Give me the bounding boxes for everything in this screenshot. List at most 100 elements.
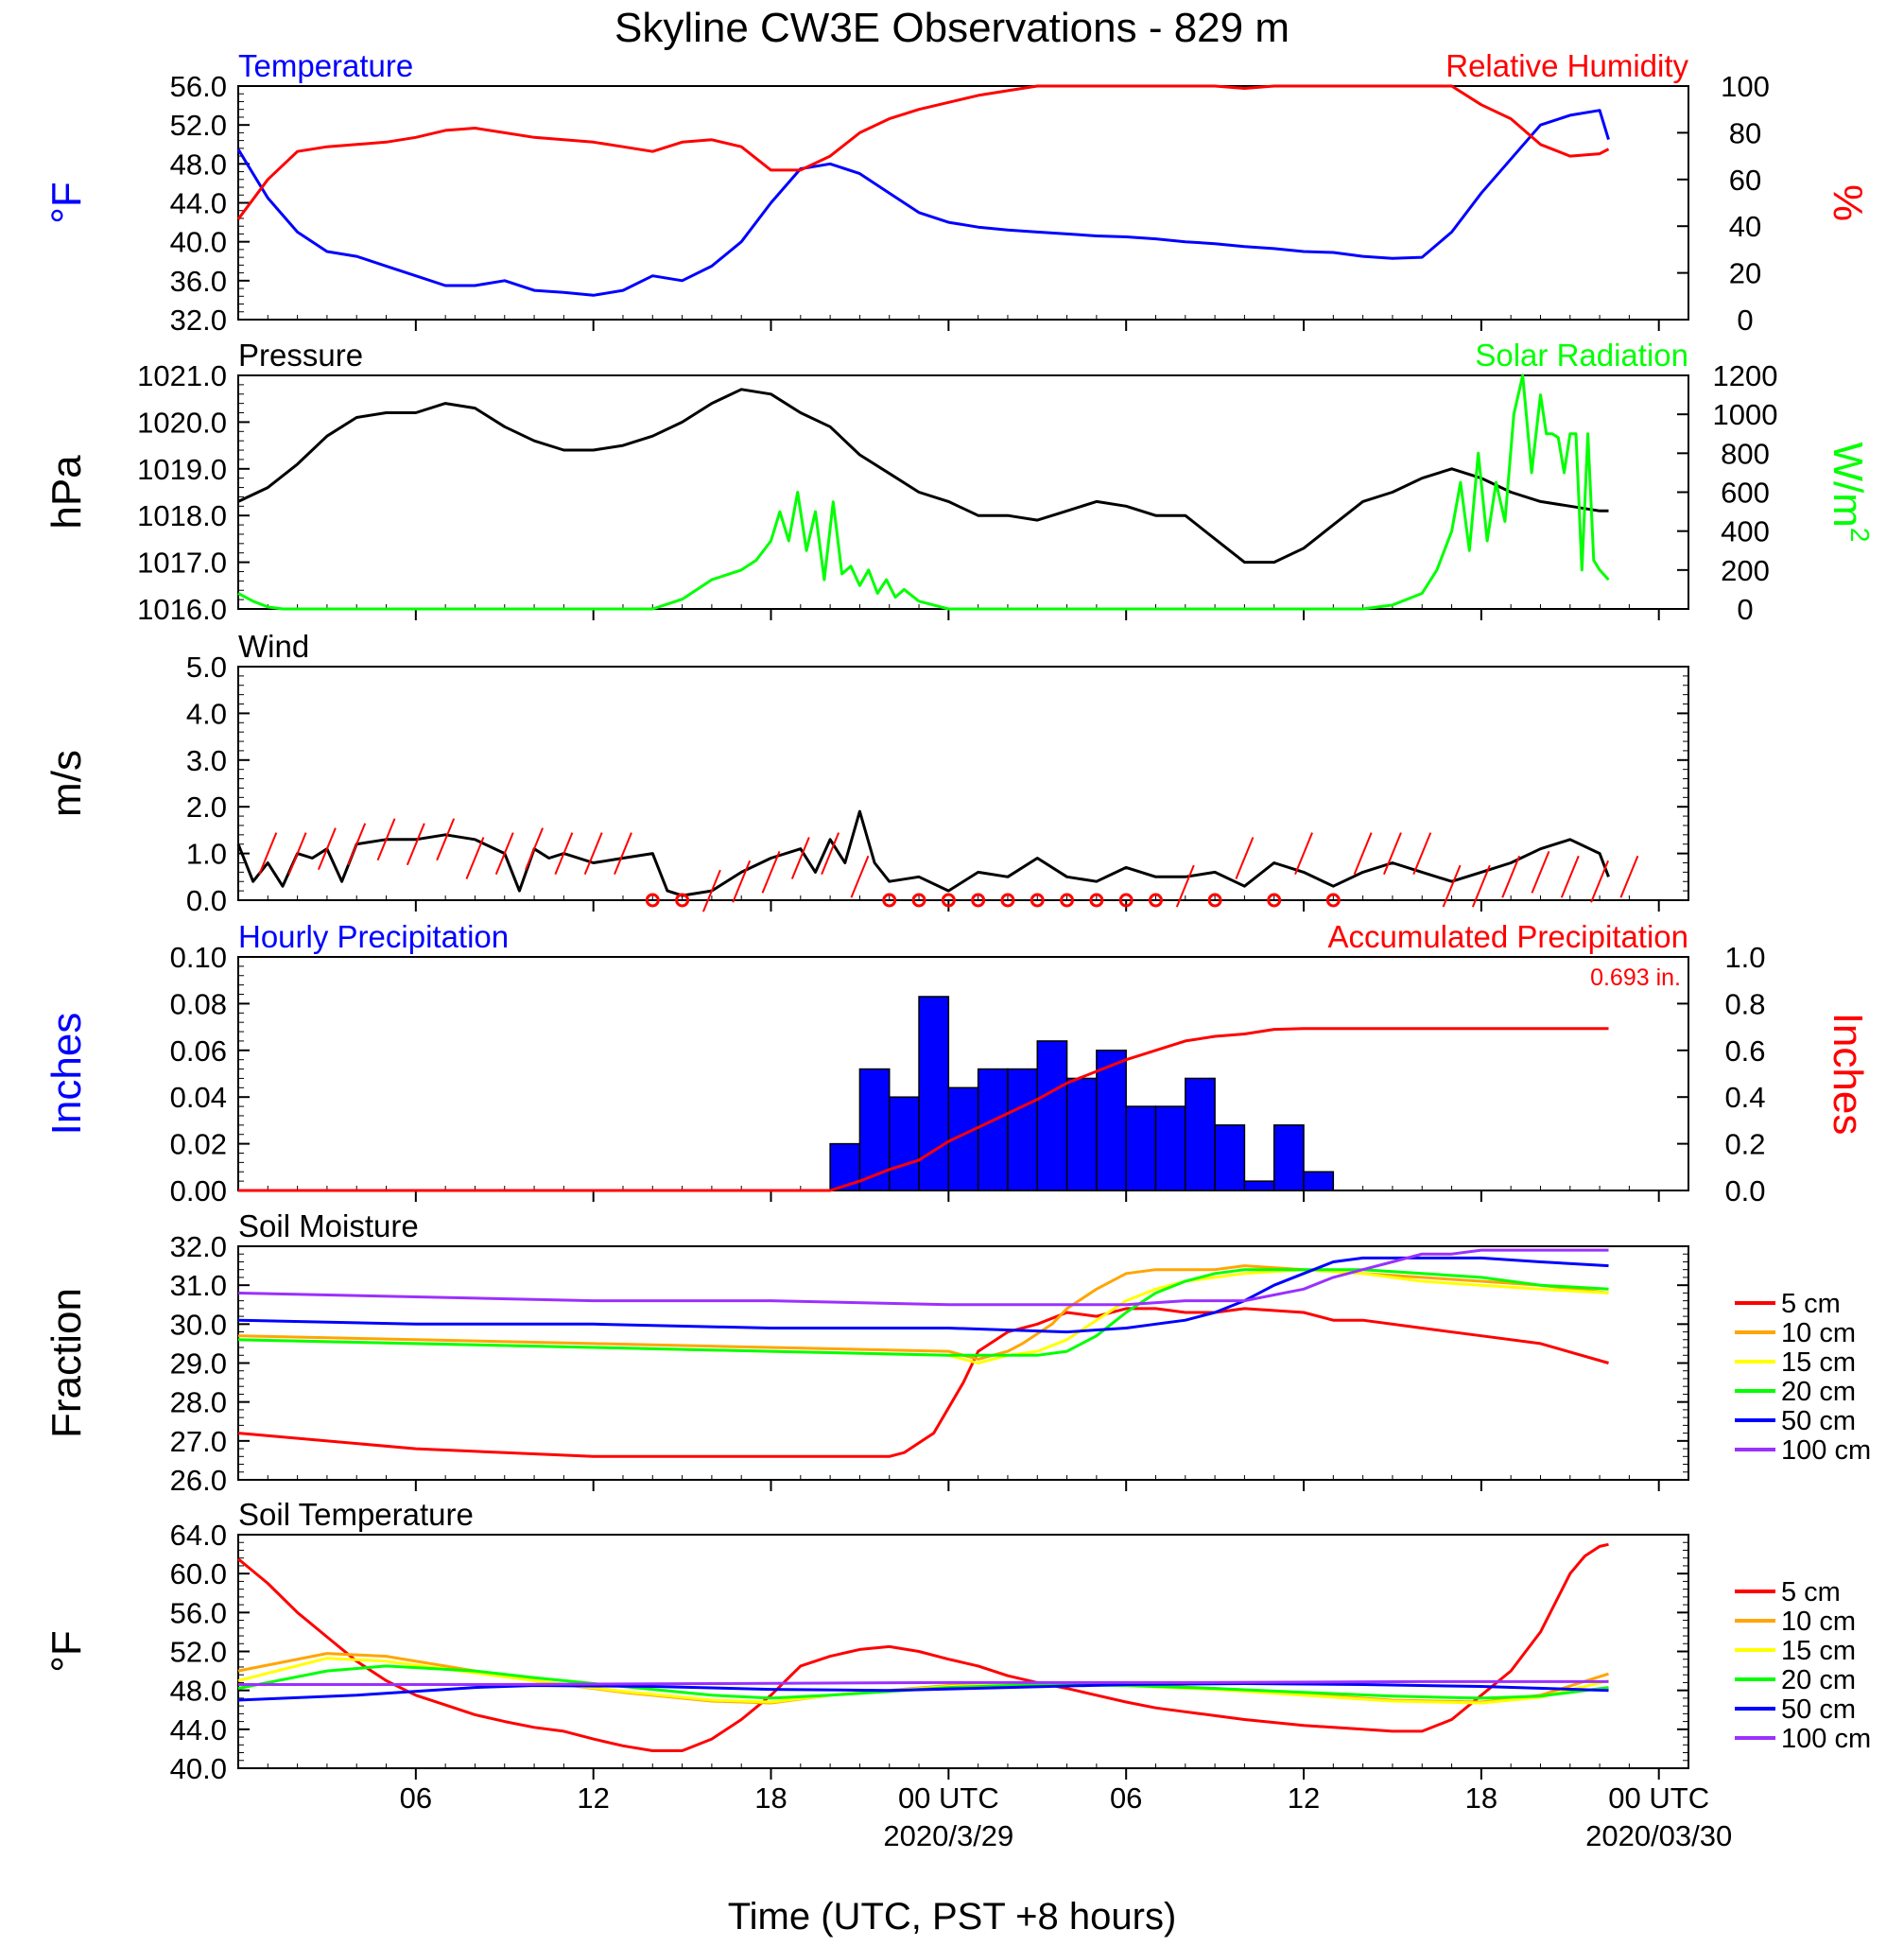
y-tick-label: 1017.0 (137, 547, 227, 580)
wind-barb (525, 827, 544, 871)
y-tick-label: 3.0 (186, 744, 227, 777)
wind-barb (436, 818, 456, 861)
y2-tick-label: 200 (1721, 554, 1770, 587)
y-tick-label: 0.0 (186, 884, 227, 917)
series-line (236, 84, 1610, 220)
calm-wind-marker (1118, 893, 1134, 908)
calm-wind-marker (971, 893, 986, 908)
wind-barb (790, 837, 810, 879)
wind-barb (1383, 832, 1402, 875)
y2-tick-label: 100 (1721, 70, 1770, 103)
y2-unit-label: W/m2 (1825, 443, 1875, 543)
y2-tick-label: 0.6 (1724, 1034, 1765, 1068)
calm-wind-marker (1207, 893, 1222, 908)
precip-bar (947, 1086, 979, 1191)
series-line (237, 388, 1609, 565)
y-tick-label: 1020.0 (137, 406, 227, 439)
series-line (237, 1268, 1609, 1357)
x-tick-label: 00 UTC (898, 1781, 999, 1815)
y-unit-label: °F (43, 182, 90, 223)
y-tick-label: 40.0 (170, 1752, 227, 1785)
y-unit-label: °F (43, 1630, 90, 1672)
y2-tick-label: 0.8 (1724, 987, 1765, 1020)
panel-left-title: Pressure (238, 338, 363, 373)
y-tick-label: 36.0 (170, 265, 227, 298)
wind-barb (583, 832, 603, 875)
y-tick-label: 0.08 (170, 987, 227, 1020)
wind-barb (347, 823, 367, 866)
wind-barb (1590, 860, 1610, 903)
wind-barb (406, 823, 425, 866)
plot-frame (237, 1534, 1689, 1769)
legend-label: 50 cm (1781, 1406, 1856, 1436)
y2-tick-label: 60 (1729, 164, 1761, 197)
y-tick-label: 27.0 (170, 1425, 227, 1458)
y2-tick-label: 1.0 (1724, 941, 1765, 974)
wind-barb (1442, 864, 1462, 908)
y2-tick-label: 0.0 (1724, 1174, 1765, 1208)
series-line (237, 374, 1610, 611)
precip-bar (977, 1068, 1009, 1191)
y-unit-label: hPa (43, 455, 90, 530)
calm-wind-marker (1089, 893, 1104, 908)
x-tick-label: 00 UTC (1608, 1781, 1709, 1815)
series-line (237, 1542, 1609, 1752)
y-tick-label: 0.06 (170, 1034, 227, 1068)
wind-barb (376, 818, 396, 861)
y-tick-label: 1.0 (186, 838, 227, 871)
y-tick-label: 40.0 (170, 226, 227, 259)
panel-wind: 0.0 1.0 2.0 3.0 4.0 5.0 Wind m/s (43, 629, 1689, 917)
calm-wind-marker (645, 893, 660, 908)
precip-bar (1272, 1124, 1305, 1191)
y-tick-label: 1016.0 (137, 593, 227, 626)
y-tick-label: 26.0 (170, 1464, 227, 1497)
calm-wind-marker (911, 893, 926, 908)
y-tick-label: 31.0 (170, 1269, 227, 1302)
series-line (237, 1256, 1609, 1334)
y-tick-label: 30.0 (170, 1308, 227, 1341)
series-line (236, 809, 1610, 897)
wind-barb (554, 832, 574, 875)
wind-barb (258, 832, 278, 875)
y2-unit-label: % (1825, 184, 1871, 221)
wind-barb (821, 832, 840, 875)
calm-wind-marker (1267, 893, 1282, 908)
y2-tick-label: 40 (1729, 210, 1761, 243)
panel-pressure: 1016.0 1017.0 1018.0 1019.0 1020.0 1021.0 0 200… (43, 338, 1875, 626)
unit-superscript: 2 (1845, 528, 1875, 543)
legend-label: 15 cm (1781, 1636, 1856, 1666)
y-tick-label: 44.0 (170, 1713, 227, 1746)
series-line (236, 109, 1610, 297)
y2-tick-label: 1000 (1713, 398, 1778, 431)
y2-tick-label: 20 (1729, 257, 1761, 290)
wind-barb (761, 850, 781, 894)
y2-tick-label: 0.4 (1724, 1081, 1765, 1114)
y-tick-label: 32.0 (170, 1230, 227, 1263)
series-line (237, 1248, 1609, 1307)
panel-left-title: Soil Temperature (238, 1497, 474, 1532)
legend-label: 20 cm (1781, 1377, 1856, 1407)
calm-wind-marker (941, 893, 956, 908)
panel-soilt: 40.0 44.0 48.0 52.0 56.0 60.0 64.0 Soil Tempera… (43, 1497, 1871, 1785)
y-tick-label: 29.0 (170, 1347, 227, 1381)
y2-tick-label: 600 (1721, 477, 1770, 510)
calm-wind-marker (882, 893, 897, 908)
precip-bar (1007, 1068, 1039, 1191)
precip-bar (1065, 1077, 1098, 1191)
x-tick-label: 06 (400, 1781, 432, 1815)
wind-barb (1471, 864, 1491, 908)
y-tick-label: 60.0 (170, 1557, 227, 1590)
wind-barb (850, 855, 870, 898)
y-tick-label: 1021.0 (137, 359, 227, 392)
total-annotation: 0.693 in. (1590, 964, 1681, 991)
y-tick-label: 64.0 (170, 1519, 227, 1552)
calm-wind-marker (1030, 893, 1045, 908)
calm-wind-marker (675, 893, 690, 908)
legend-label: 5 cm (1781, 1289, 1841, 1319)
panel-right-title: Accumulated Precipitation (1327, 919, 1688, 954)
y-tick-label: 5.0 (186, 651, 227, 684)
precip-bar (1125, 1105, 1157, 1191)
y-unit-label: m/s (43, 750, 90, 817)
precip-bar (1243, 1180, 1275, 1191)
x-tick-label: 12 (1288, 1781, 1320, 1815)
